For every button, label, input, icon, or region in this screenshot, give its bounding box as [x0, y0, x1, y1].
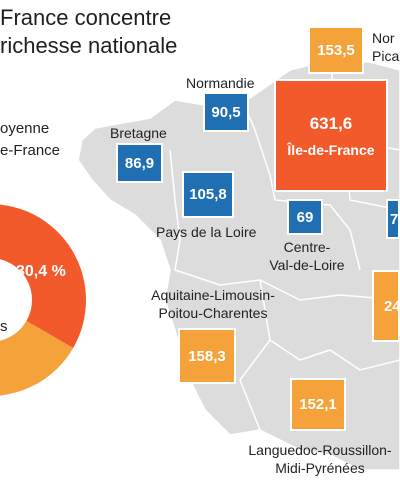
value-pays-de-la-loire: 105,8: [182, 171, 234, 218]
label-nord-picardie: Nor Pica: [372, 29, 399, 65]
donut-cut-label: s: [0, 318, 8, 335]
label-languedoc-line-1: Languedoc-Roussillon-: [248, 442, 392, 458]
title-line-2: richesse nationale: [0, 33, 178, 58]
value-centre: 69: [287, 199, 323, 235]
value-east-cut: 7: [386, 199, 400, 239]
value-bretagne: 86,9: [116, 143, 163, 183]
value-aquitaine: 158,3: [178, 328, 236, 384]
value-nord-picardie: 153,5: [308, 26, 364, 74]
label-nord-line-1: Nor: [372, 30, 395, 46]
label-aquitaine-line-2: Poitou-Charentes: [158, 305, 268, 321]
label-languedoc-line-2: Midi-Pyrénées: [275, 460, 365, 476]
value-ile-de-france: 631,6 Île-de-France: [274, 79, 388, 192]
label-centre-line-1: Centre-: [283, 239, 331, 255]
page-title: France concentre richesse nationale: [0, 4, 177, 60]
legend-line-1: oyenne: [0, 120, 50, 137]
donut-legend: oyenne e-France: [0, 118, 60, 162]
legend-line-2: e-France: [0, 142, 61, 159]
value-normandie: 90,5: [203, 92, 249, 132]
label-aquitaine: Aquitaine-Limousin- Poitou-Charentes: [138, 286, 288, 322]
donut-hole: [0, 259, 32, 341]
label-normandie: Normandie: [186, 75, 255, 91]
label-aquitaine-line-1: Aquitaine-Limousin-: [151, 287, 275, 303]
donut-chart: [0, 204, 86, 396]
label-nord-line-2: Pica: [372, 48, 400, 64]
value-se-cut: 24: [372, 270, 400, 342]
label-languedoc: Languedoc-Roussillon- Midi-Pyrénées: [240, 441, 400, 477]
label-ile-de-france: Île-de-France: [287, 141, 375, 158]
title-line-1: France concentre: [0, 5, 172, 30]
label-bretagne: Bretagne: [110, 125, 167, 141]
label-centre-line-2: Val-de-Loire: [269, 257, 345, 273]
label-pays-de-la-loire: Pays de la Loire: [156, 224, 257, 240]
value-ile-de-france-number: 631,6: [309, 113, 353, 133]
value-languedoc: 152,1: [290, 378, 346, 431]
label-centre: Centre- Val-de-Loire: [262, 238, 352, 274]
donut-percent-label: 30,4 %: [16, 263, 66, 280]
